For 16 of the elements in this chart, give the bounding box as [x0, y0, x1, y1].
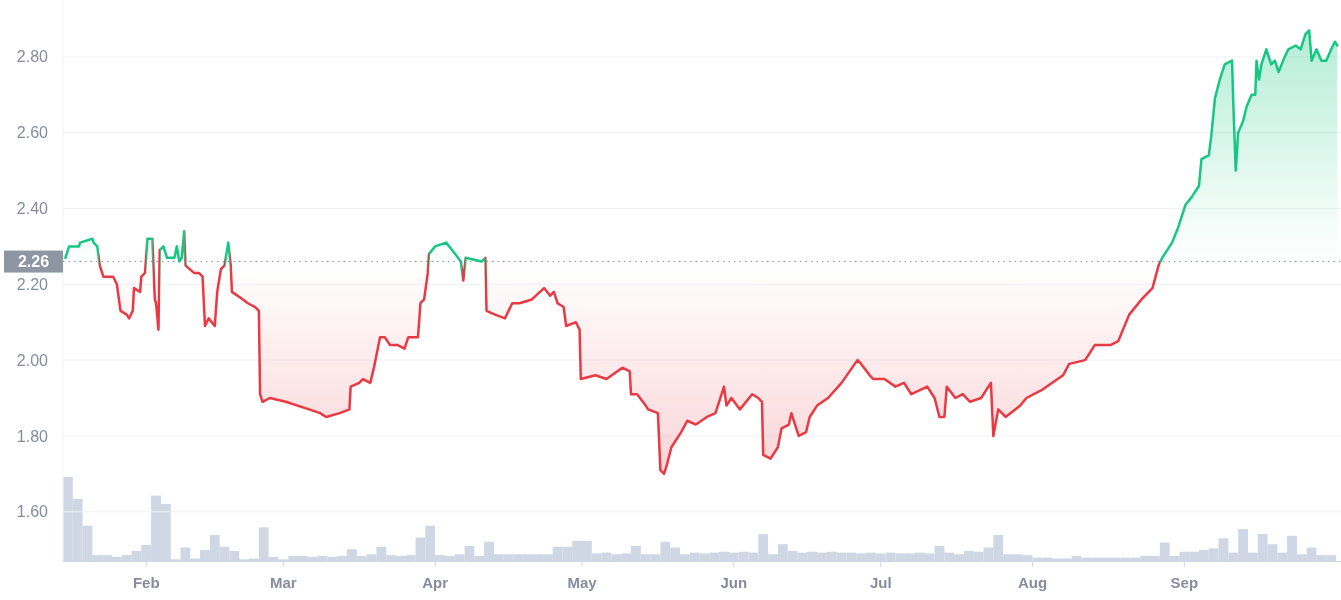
- x-tick-label: Jul: [869, 574, 892, 591]
- y-tick-label: 2.80: [16, 48, 49, 66]
- ref-line-label: 2.26: [17, 253, 50, 271]
- x-tick-label: Feb: [132, 574, 160, 591]
- y-tick-label: 2.00: [16, 351, 49, 369]
- x-tick-label: Jun: [720, 574, 748, 591]
- x-tick-label: Aug: [1017, 574, 1048, 591]
- y-tick-label: 1.60: [16, 503, 49, 521]
- x-tick-label: May: [567, 574, 598, 591]
- y-tick-label: 2.20: [16, 275, 49, 293]
- y-tick-label: 1.80: [16, 427, 49, 445]
- x-tick-label: Sep: [1170, 574, 1199, 591]
- x-tick-label: Mar: [270, 574, 297, 591]
- y-tick-label: 2.60: [16, 124, 49, 142]
- y-tick-label: 2.40: [16, 200, 49, 218]
- x-tick-label: Apr: [422, 574, 449, 591]
